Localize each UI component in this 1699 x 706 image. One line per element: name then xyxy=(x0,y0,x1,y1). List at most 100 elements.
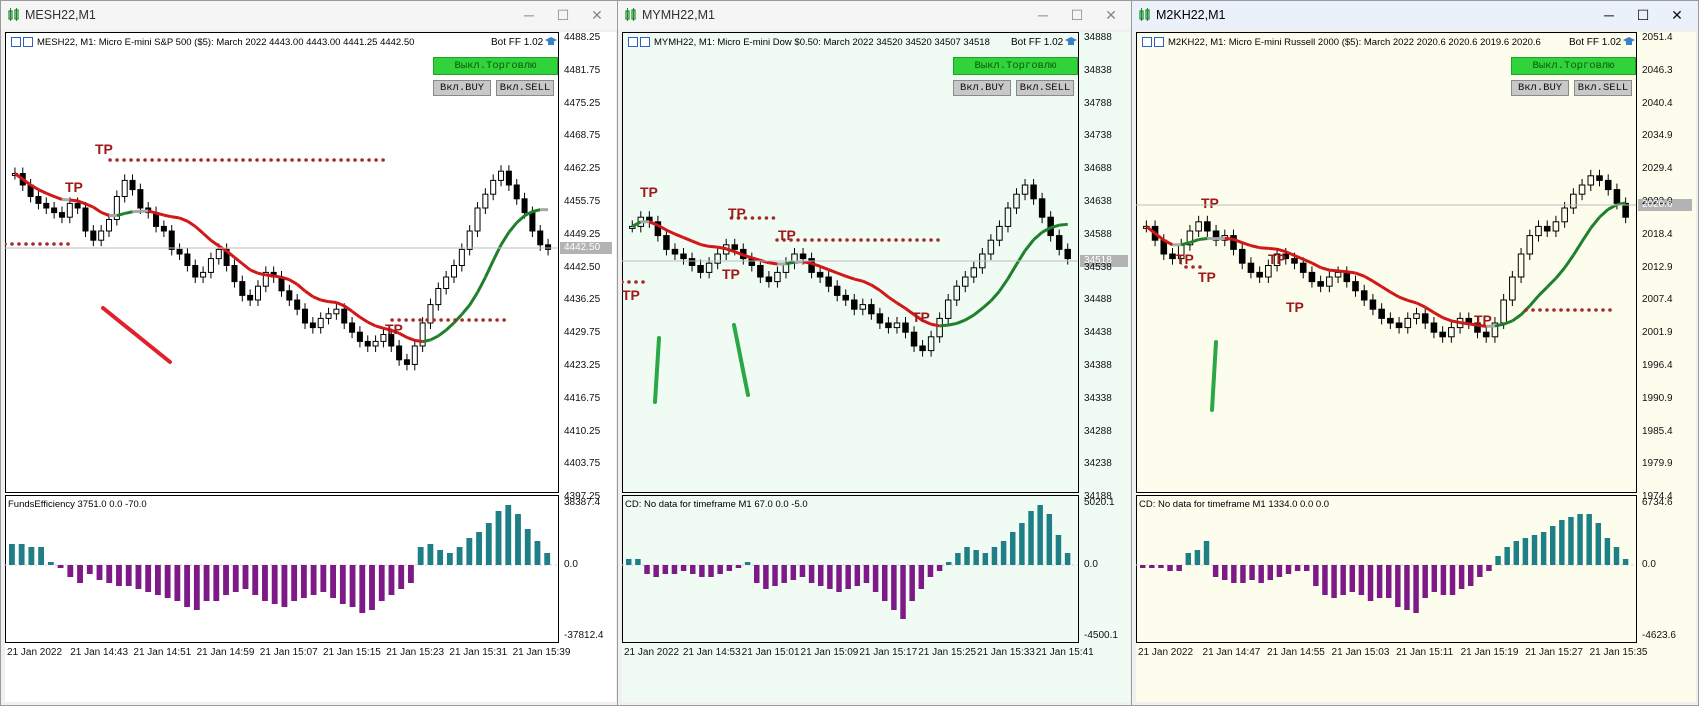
candle-body xyxy=(90,230,97,241)
candle-body xyxy=(1169,253,1176,260)
candle-body xyxy=(1038,198,1046,218)
candle-body xyxy=(902,322,909,333)
hat-icon[interactable] xyxy=(1064,36,1078,48)
histogram-bar xyxy=(808,565,815,583)
moving-average-line xyxy=(1528,294,1540,307)
price-tick: 4442.50 xyxy=(564,261,601,273)
tp-level-dot xyxy=(325,158,329,162)
hat-icon[interactable] xyxy=(544,36,558,48)
chart-window-icon xyxy=(1138,8,1152,22)
moving-average-line xyxy=(1302,257,1313,265)
candle-body xyxy=(466,230,473,250)
minimize-button[interactable]: ─ xyxy=(1604,7,1614,23)
chart-area[interactable]: TP TP TP TP TP TP MYMH22, M1: Micro E-mini Dow… xyxy=(622,32,1130,702)
sell-button[interactable]: Вкл.SELL xyxy=(1016,80,1074,96)
tp-level-dot xyxy=(824,238,828,242)
tp-level-dot xyxy=(1573,308,1577,312)
tp-level-dot xyxy=(887,238,891,242)
candle-body xyxy=(1013,193,1020,209)
histogram-bar xyxy=(86,565,93,574)
candle-body xyxy=(876,313,884,324)
tp-level-dot xyxy=(129,158,133,162)
moving-average-line xyxy=(225,249,236,259)
price-tick: 2046.3 xyxy=(1642,64,1673,76)
time-tick: 21 Jan 15:09 xyxy=(800,647,859,658)
tp-level-dot xyxy=(390,318,394,322)
moving-average-line xyxy=(828,268,838,275)
moving-average-line xyxy=(742,253,753,260)
candle-body xyxy=(1291,258,1298,264)
candle-body xyxy=(1273,253,1281,266)
moving-average-line xyxy=(1023,238,1035,252)
close-button[interactable]: ✕ xyxy=(1105,6,1117,23)
moving-average-line xyxy=(69,198,78,203)
chart-canvas: TP TP TP xyxy=(5,32,616,702)
chart-window-mym[interactable]: MYMH22,M1 ─ ☐ ✕ TP TP TP TP TP TP MYMH22, M1: Micr… xyxy=(617,0,1133,706)
moving-average-line xyxy=(802,260,812,265)
histogram-bar xyxy=(1449,565,1456,595)
candle-body xyxy=(325,313,332,319)
minimize-button[interactable]: ─ xyxy=(524,7,534,23)
tp-level-dot xyxy=(1191,265,1195,269)
candle-body xyxy=(825,276,832,287)
tp-level-dot xyxy=(262,158,266,162)
price-tick: 34638 xyxy=(1084,196,1112,207)
chart-menu-icon[interactable] xyxy=(1142,37,1164,48)
histogram-bar xyxy=(466,538,473,565)
hat-icon[interactable] xyxy=(1622,36,1636,48)
maximize-button[interactable]: ☐ xyxy=(1070,6,1084,23)
sell-button[interactable]: Вкл.SELL xyxy=(496,80,554,96)
buy-button[interactable]: Вкл.BUY xyxy=(1511,80,1569,96)
histogram-bar xyxy=(1431,565,1438,592)
tp-level-dot xyxy=(908,238,912,242)
moving-average-line xyxy=(1293,254,1304,261)
chart-window-m2k[interactable]: M2KH22,M1 ─ ☐ ✕ TP TP TP TP TP TP M2KH22, M1: Micr… xyxy=(1131,0,1699,706)
maximize-button[interactable]: ☐ xyxy=(1636,6,1650,23)
tp-level-dot xyxy=(381,158,385,162)
chart-area[interactable]: TP TP TP MESH22, M1: Micro E-mini S&P 500 (… xyxy=(5,32,616,702)
histogram-bar xyxy=(1194,550,1201,565)
buy-button[interactable]: Вкл.BUY xyxy=(433,80,491,96)
histogram-bar xyxy=(662,565,669,574)
price-tick: 2018.4 xyxy=(1642,228,1673,240)
candle-body xyxy=(309,322,316,329)
buy-button[interactable]: Вкл.BUY xyxy=(953,80,1011,96)
candle-body xyxy=(254,285,261,301)
trade-toggle-button[interactable]: Выкл.Торговлю xyxy=(433,57,558,75)
tp-level-dot xyxy=(255,158,259,162)
moving-average-line xyxy=(964,313,975,322)
close-button[interactable]: ✕ xyxy=(1671,6,1683,23)
title-bar[interactable]: MESH22,M1 ─ ☐ ✕ xyxy=(1,1,618,29)
maximize-button[interactable]: ☐ xyxy=(556,6,570,23)
histogram-bar xyxy=(1185,553,1192,565)
time-tick: 21 Jan 15:35 xyxy=(1589,647,1648,658)
histogram-bar xyxy=(408,565,414,583)
minimize-button[interactable]: ─ xyxy=(1038,7,1048,23)
tp-level-dot xyxy=(481,318,485,322)
histogram-bar xyxy=(1522,538,1529,565)
close-button[interactable]: ✕ xyxy=(591,6,603,23)
moving-average-line xyxy=(1268,246,1278,251)
chart-window-mesh[interactable]: MESH22,M1 ─ ☐ ✕ TP TP TP MESH22, M1: Micro E-mi… xyxy=(0,0,619,706)
price-tick: 34588 xyxy=(1084,228,1112,240)
histogram-bar xyxy=(1267,565,1274,580)
histogram-bar xyxy=(1037,505,1043,565)
title-bar[interactable]: MYMH22,M1 ─ ☐ ✕ xyxy=(618,1,1132,29)
chart-menu-icon[interactable] xyxy=(628,37,650,48)
histogram-bar xyxy=(252,565,259,595)
moving-average-line xyxy=(343,304,353,313)
candle-body xyxy=(1526,235,1534,255)
price-tick: 34388 xyxy=(1084,360,1112,371)
sell-button[interactable]: Вкл.SELL xyxy=(1574,80,1632,96)
histogram-bar xyxy=(735,565,742,568)
trade-toggle-button[interactable]: Выкл.Торговлю xyxy=(953,57,1078,75)
moving-average-line xyxy=(845,274,855,281)
trade-toggle-button[interactable]: Выкл.Торговлю xyxy=(1511,57,1636,75)
candle-body xyxy=(1030,184,1037,200)
candle-body xyxy=(247,294,254,301)
candle-body xyxy=(1387,317,1394,324)
chart-menu-icon[interactable] xyxy=(11,37,33,48)
chart-area[interactable]: TP TP TP TP TP TP M2KH22, M1: Micro E-mini Rus… xyxy=(1136,32,1696,702)
title-bar[interactable]: M2KH22,M1 ─ ☐ ✕ xyxy=(1132,1,1698,29)
moving-average-line xyxy=(1259,246,1269,250)
